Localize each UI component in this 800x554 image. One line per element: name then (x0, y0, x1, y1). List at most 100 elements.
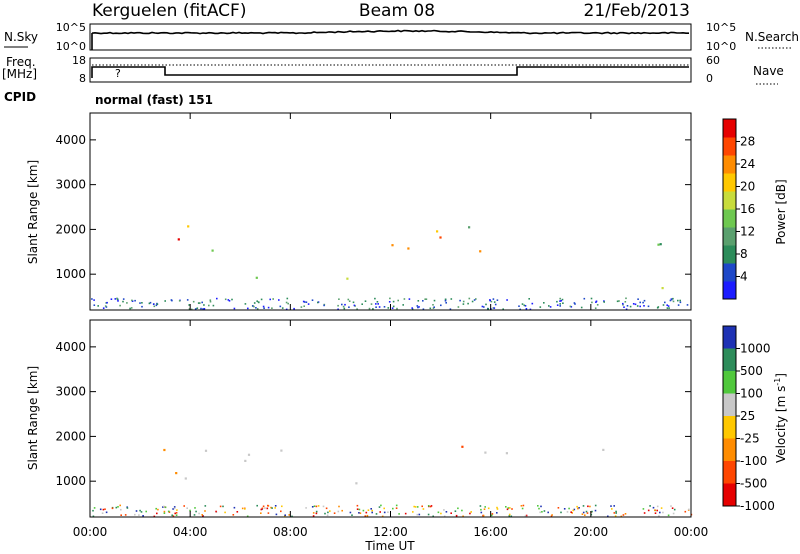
clutter-cell (92, 509, 94, 512)
clutter-cell (538, 507, 540, 510)
clutter-cell (422, 308, 425, 310)
clutter-cell (652, 506, 655, 509)
clutter-cell (312, 515, 315, 517)
clutter-cell (397, 299, 399, 302)
y-tick-label: 1000 (55, 474, 86, 488)
freq-right-tick-bottom: 0 (706, 72, 713, 85)
velocity-colorbar-label: Velocity [m s-1] (773, 373, 788, 463)
clutter-cell (155, 304, 158, 307)
clutter-cell (224, 298, 227, 301)
clutter-cell (267, 512, 270, 514)
clutter-cell (241, 507, 244, 510)
clutter-cell (347, 298, 350, 301)
clutter-cell (176, 509, 178, 511)
clutter-cell (194, 308, 197, 310)
clutter-cell (311, 299, 314, 301)
colorbar-swatch (723, 119, 736, 138)
colorbar-swatch (723, 483, 736, 507)
clutter-cell (395, 504, 398, 507)
clutter-cell (266, 507, 269, 510)
clutter-cell (622, 514, 625, 516)
clutter-cell (305, 507, 307, 509)
clutter-cell (197, 302, 200, 304)
clutter-cell (443, 509, 445, 511)
clutter-cell (317, 505, 320, 507)
clutter-cell (596, 304, 599, 306)
clutter-cell (471, 300, 474, 303)
clutter-cell (673, 508, 676, 511)
colorbar-swatch (723, 245, 736, 264)
clutter-cell (99, 508, 102, 511)
clutter-cell (222, 505, 224, 508)
clutter-cell (392, 305, 395, 308)
clutter-cell (116, 298, 119, 301)
clutter-cell (152, 303, 155, 305)
x-tick-label: 04:00 (173, 525, 208, 539)
clutter-cell (312, 512, 315, 514)
clutter-cell (204, 510, 206, 512)
clutter-cell (352, 301, 355, 304)
clutter-cell (398, 513, 400, 515)
freq-right-tick-top: 60 (706, 54, 720, 67)
data-cell (247, 453, 251, 456)
data-cell (175, 472, 178, 475)
clutter-cell (487, 507, 490, 510)
clutter-cell (224, 511, 226, 514)
clutter-cell (467, 302, 469, 305)
data-cell (468, 226, 471, 229)
clutter-cell (167, 510, 170, 513)
clutter-cell (427, 513, 430, 516)
clutter-cell (624, 513, 627, 515)
velocity-colorbar: 1000 500 100 25 -25 -100 -500 -1000 (722, 325, 775, 513)
clutter-cell (300, 306, 303, 308)
clutter-cell (374, 297, 376, 300)
clutter-cell (677, 304, 680, 306)
clutter-cell (416, 305, 419, 307)
clutter-cell (591, 510, 593, 513)
clutter-cell (164, 300, 166, 302)
clutter-cell (417, 306, 419, 309)
clutter-cell (492, 307, 495, 309)
clutter-cell (531, 302, 534, 305)
clutter-cell (539, 306, 542, 308)
y-tick-label: 3000 (55, 178, 86, 192)
data-cell (505, 452, 508, 455)
clutter-cell (97, 305, 99, 307)
clutter-cell (164, 506, 167, 509)
clutter-cell (370, 508, 372, 510)
velocity-y-label: Slant Range [km] (26, 366, 40, 470)
clutter-cell (591, 301, 593, 304)
clutter-cell (594, 307, 597, 309)
clutter-cell (521, 303, 524, 305)
clutter-cell (622, 304, 624, 306)
colorbar-swatch (723, 173, 736, 192)
clutter-cell (253, 305, 255, 308)
clutter-cell (679, 299, 681, 302)
data-cell (479, 250, 482, 253)
clutter-cell (496, 299, 499, 301)
clutter-cell (462, 303, 465, 305)
clutter-cell (556, 300, 558, 303)
clutter-cell (366, 514, 369, 517)
y-tick-label: 4000 (55, 340, 86, 354)
clutter-cell (172, 515, 175, 517)
clutter-cell (511, 508, 513, 510)
clutter-cell (362, 509, 365, 512)
clutter-cell (473, 299, 476, 301)
clutter-cell (370, 303, 373, 305)
clutter-cell (543, 510, 546, 512)
clutter-cell (672, 297, 674, 300)
clutter-cell (688, 508, 690, 511)
clutter-cell (570, 511, 572, 513)
clutter-cell (126, 507, 129, 509)
clutter-cell (244, 303, 247, 305)
clutter-cell (175, 512, 178, 514)
clutter-cell (543, 302, 545, 304)
clutter-cell (559, 305, 561, 307)
data-cell (659, 243, 662, 246)
clutter-cell (171, 299, 173, 302)
clutter-cell (114, 298, 117, 300)
clutter-cell (642, 508, 645, 510)
clutter-cell (429, 505, 432, 508)
clutter-cell (323, 304, 325, 307)
